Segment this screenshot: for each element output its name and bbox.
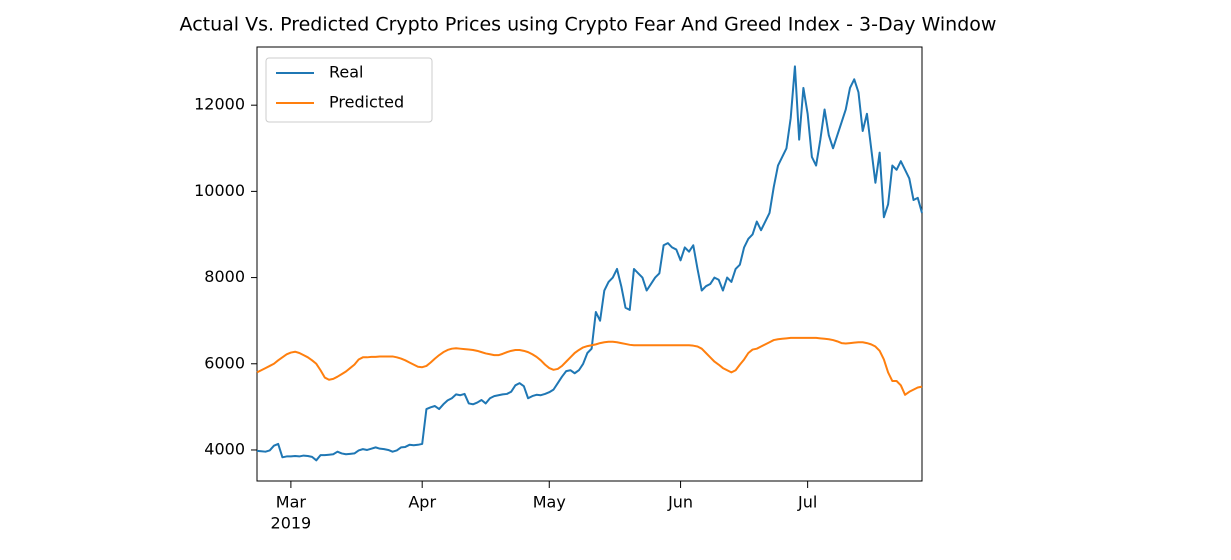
- legend-label: Predicted: [329, 93, 404, 112]
- series-line: [256, 65, 923, 462]
- x-tick-label: May: [533, 493, 566, 512]
- y-tick-label: 6000: [204, 353, 245, 372]
- legend-label: Real: [329, 63, 364, 82]
- series-line: [256, 336, 923, 396]
- x-tick-label: Apr: [408, 493, 436, 512]
- y-tick-label: 10000: [194, 181, 245, 200]
- chart-title: Actual Vs. Predicted Crypto Prices using…: [180, 14, 997, 36]
- plot-frame: [256, 46, 923, 482]
- x-tick-label: Jun: [667, 493, 693, 512]
- y-tick-label: 4000: [204, 439, 245, 458]
- x-tick-label: Jul: [797, 493, 817, 512]
- x-year-label: 2019: [271, 514, 312, 533]
- x-tick-label: Mar: [276, 493, 307, 512]
- y-tick-label: 8000: [204, 267, 245, 286]
- y-tick-label: 12000: [194, 95, 245, 114]
